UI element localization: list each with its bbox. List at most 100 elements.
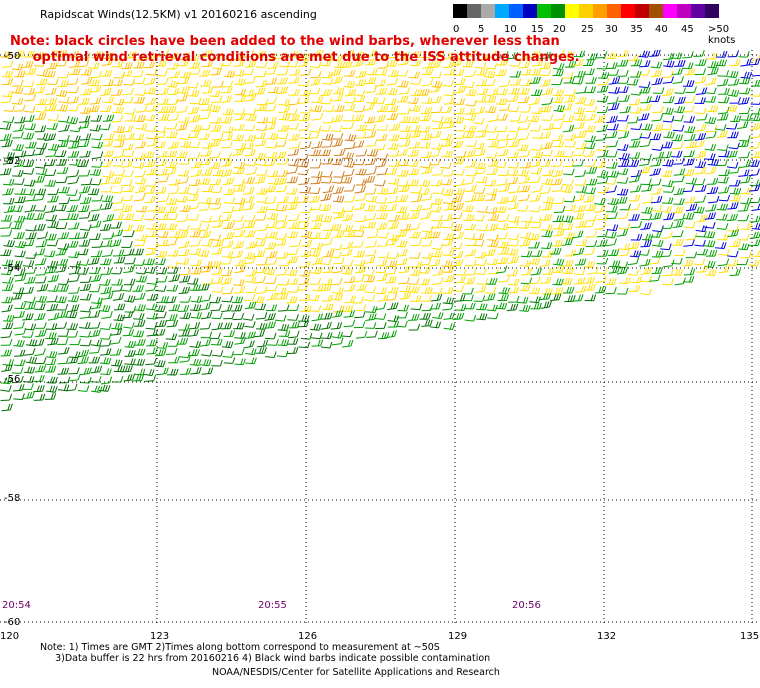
wind-barb [254,138,267,147]
wind-barb [452,285,464,293]
wind-barb [320,215,333,223]
wind-barb [121,62,133,70]
wind-barb [322,133,334,141]
wind-barb [421,252,434,260]
wind-barb [518,176,531,184]
wind-barb [606,205,618,213]
wind-barb [671,134,684,142]
wind-barb [451,259,464,267]
wind-barb [473,194,486,202]
wind-barb [407,168,420,176]
wind-barb [35,322,47,329]
wind-barb [22,383,34,390]
wind-barb [189,341,202,348]
wind-barb [89,285,101,293]
wind-barb [595,144,608,152]
wind-barb [553,228,565,237]
wind-barb [519,105,532,113]
wind-barb [80,68,93,76]
wind-barb [618,152,630,161]
wind-barb [23,391,35,400]
wind-barb [671,257,683,265]
wind-barb [584,86,597,94]
wind-barb [726,122,738,130]
wind-barb [134,152,146,160]
wind-barb [583,195,595,203]
wind-barb [266,61,279,70]
wind-barb [649,274,661,282]
wind-barb [408,323,421,331]
wind-barb [121,224,134,232]
wind-barb [638,166,651,174]
wind-barb [585,178,598,186]
wind-barb [89,97,102,105]
wind-barb [453,98,466,105]
wind-barb [58,186,70,194]
legend-swatch [495,4,509,18]
wind-barb [464,160,477,168]
credit-line: NOAA/NESDIS/Center for Satellite Applica… [212,667,500,678]
wind-barb [67,96,79,104]
wind-barb [124,295,136,303]
wind-barb [255,286,268,295]
wind-barb [44,392,57,400]
wind-barb [454,294,466,302]
wind-barb [210,202,222,210]
wind-barb [275,287,287,295]
wind-barb [133,358,146,366]
wind-barb [341,60,353,69]
wind-barb [507,295,520,303]
wind-barb [738,243,750,251]
wind-barb [157,194,170,203]
wind-barb [266,212,279,221]
wind-barb [671,67,684,75]
wind-barb [58,96,70,104]
wind-barb [409,268,421,276]
wind-barb [462,60,474,68]
wind-barb [650,195,663,204]
wind-barb [211,276,224,284]
wind-barb [80,293,92,301]
wind-barb [474,166,487,175]
wind-barb [223,221,235,230]
wind-barb [727,202,739,210]
wind-barb [628,285,641,292]
legend-swatch [453,4,467,18]
wind-barb [102,52,114,60]
lon-label-129: 129 [448,631,468,642]
wind-barb [13,384,25,392]
wind-barb [311,140,323,149]
wind-barb [703,231,716,239]
wind-barb [157,296,170,303]
wind-barb [24,93,37,102]
wind-barb [36,168,48,176]
wind-barb [322,303,334,311]
legend-swatch [523,4,537,18]
wind-barb [287,159,300,167]
wind-barb [197,249,210,258]
wind-barb [134,89,147,96]
wind-barb [607,123,619,131]
wind-barb [716,130,728,139]
wind-barb [201,86,214,94]
wind-barb [539,259,551,267]
wind-barb [36,78,48,86]
wind-barb [630,276,642,284]
wind-barb [13,215,26,223]
wind-barb [321,171,333,178]
wind-barb [363,102,375,111]
wind-barb [146,278,159,285]
wind-barb [341,213,354,222]
wind-barb [233,161,246,169]
wind-barb [57,232,70,240]
wind-barb [341,267,354,275]
wind-barb [729,194,742,202]
wind-barb [365,313,377,322]
wind-barb [563,51,575,59]
wind-barb [22,80,35,88]
wind-barb [432,187,445,195]
wind-barb [22,60,34,68]
wind-barb [476,176,488,184]
wind-barb [68,232,81,240]
wind-barb [209,332,221,340]
